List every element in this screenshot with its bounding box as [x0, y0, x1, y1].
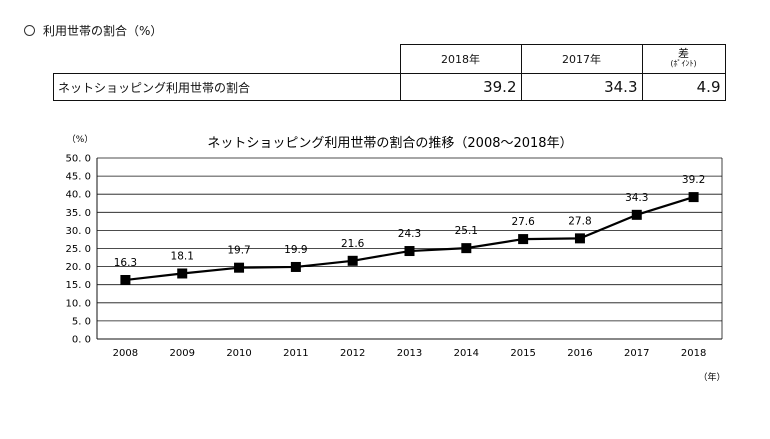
y-axis-unit: （%）: [67, 134, 94, 145]
y-tick-label: 35. 0: [66, 208, 91, 219]
data-point: [688, 192, 699, 203]
x-tick-label: 2018: [681, 348, 706, 359]
x-tick-label: 2016: [567, 348, 592, 359]
y-tick-label: 25. 0: [66, 244, 91, 255]
axes: [96, 158, 723, 340]
data-point: [234, 262, 245, 273]
section-heading: 利用世帯の割合（%）: [24, 22, 162, 39]
y-tick-label: 50. 0: [66, 154, 91, 165]
y-tick-label: 30. 0: [66, 226, 91, 237]
y-tick-label: 45. 0: [66, 172, 91, 183]
data-label: 19.9: [284, 244, 307, 256]
col-header-2018: 2018年: [399, 44, 522, 74]
col-header-diff: 差 (ﾎﾟｲﾝﾄ): [641, 44, 726, 74]
table-corner: [53, 44, 401, 74]
x-tick-label: 2008: [113, 348, 138, 359]
y-tick-label: 40. 0: [66, 190, 91, 201]
x-tick-label: 2010: [226, 348, 251, 359]
x-tick-label: 2013: [397, 348, 422, 359]
data-point: [631, 209, 642, 220]
data-point: [120, 274, 131, 285]
y-tick-label: 0. 0: [72, 335, 91, 346]
x-axis-unit: （年）: [698, 371, 725, 383]
heading-text: 利用世帯の割合（%）: [43, 24, 163, 38]
y-tick-label: 15. 0: [66, 280, 91, 291]
diff-header-label: 差: [678, 47, 689, 60]
diff-header-sub: (ﾎﾟｲﾝﾄ): [670, 59, 697, 68]
data-label: 21.6: [341, 238, 365, 250]
data-point: [574, 233, 585, 244]
data-label: 24.3: [398, 228, 421, 240]
data-series: [120, 192, 699, 285]
data-point: [290, 261, 301, 272]
data-label: 16.3: [114, 257, 137, 269]
y-tick-label: 10. 0: [66, 298, 91, 309]
data-label: 34.3: [625, 192, 648, 204]
data-point: [518, 234, 529, 245]
data-label: 39.2: [682, 174, 705, 186]
x-tick-label: 2009: [170, 348, 195, 359]
summary-table: 2018年 2017年 差 (ﾎﾟｲﾝﾄ) ネットショッピング利用世帯の割合 3…: [53, 44, 726, 101]
circle-bullet-icon: [24, 25, 35, 36]
data-labels: 16.3 18.1 19.7 19.9 21.6 24.3 25.1 27.6 27.8 34.3…: [114, 174, 706, 269]
x-tick-label: 2014: [454, 348, 479, 359]
data-label: 19.7: [227, 245, 250, 257]
x-tick-label: 2011: [283, 348, 308, 359]
data-point: [404, 246, 415, 257]
x-tick-label: 2012: [340, 348, 365, 359]
data-label: 27.6: [511, 216, 535, 228]
x-tick-labels: 2008 2009 2010 2011 2012 2013 2014 2015 2016 2017…: [113, 348, 707, 359]
x-tick-label: 2015: [510, 348, 535, 359]
y-tick-label: 5. 0: [72, 316, 91, 327]
x-tick-label: 2017: [624, 348, 649, 359]
cell-diff: 4.9: [641, 73, 726, 101]
cell-2017: 34.3: [520, 73, 643, 101]
y-tick-labels: 50. 0 45. 0 40. 0 35. 0 30. 0 25. 0 20. 0 15. 0…: [66, 154, 91, 346]
data-point: [461, 243, 472, 254]
data-label: 27.8: [568, 215, 591, 227]
data-label: 18.1: [171, 250, 194, 262]
data-point: [347, 255, 358, 266]
cell-2018: 39.2: [399, 73, 522, 101]
y-tick-label: 20. 0: [66, 262, 91, 273]
data-label: 25.1: [455, 225, 478, 237]
chart-title: ネットショッピング利用世帯の割合の推移（2008～2018年）: [207, 135, 572, 151]
data-point: [177, 268, 188, 279]
row-label: ネットショッピング利用世帯の割合: [53, 73, 401, 101]
